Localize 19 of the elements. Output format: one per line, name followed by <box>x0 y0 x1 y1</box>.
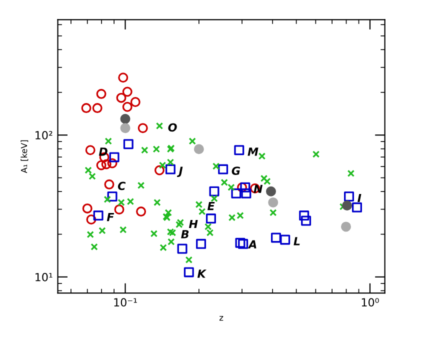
annotation: E <box>207 202 215 210</box>
x-axis-title: z <box>219 316 224 321</box>
annotation: G <box>232 166 240 175</box>
x-tick-label: 10⁻¹ <box>114 298 137 307</box>
y-tick-label: 10² <box>36 131 52 140</box>
y-axis-title: A₁ [keV] <box>20 140 28 174</box>
annotation: M <box>248 148 258 156</box>
annotation: A <box>248 240 256 248</box>
annotation: C <box>118 182 126 190</box>
annotation: F <box>106 212 114 222</box>
x-tick-label: 10⁰ <box>362 298 379 307</box>
annotation: B <box>181 230 189 238</box>
annotation: J <box>176 166 183 178</box>
annotation: K <box>197 270 207 278</box>
annotation: L <box>294 237 300 246</box>
annotation: O <box>168 123 177 132</box>
annotation: H <box>188 220 198 228</box>
annotation: I <box>358 194 362 202</box>
y-tick-label: 10¹ <box>36 272 52 282</box>
